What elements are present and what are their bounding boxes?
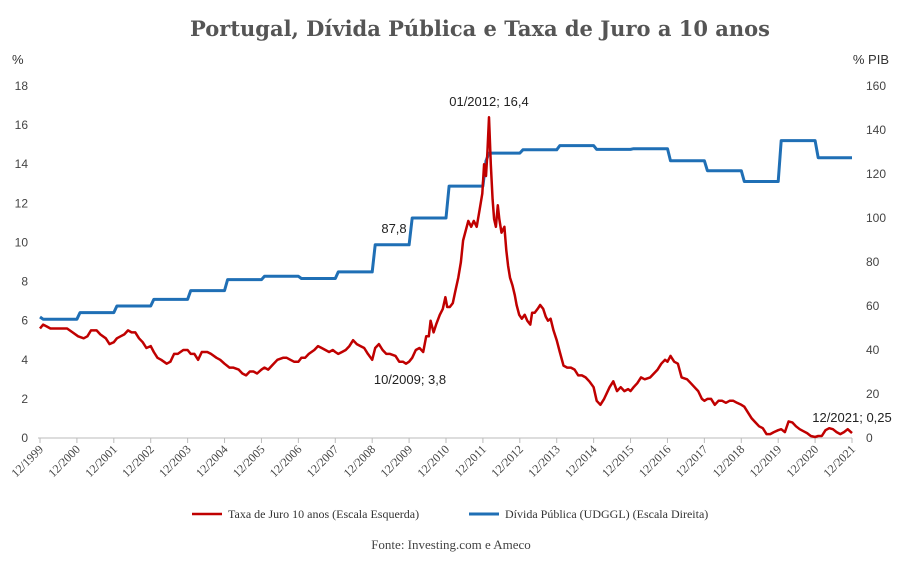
x-tick-label: 12/2008 bbox=[341, 442, 379, 480]
annotation-peak-rate: 01/2012; 16,4 bbox=[449, 94, 529, 109]
annotation-rate-2021: 12/2021; 0,25 bbox=[812, 410, 892, 425]
x-tick-label: 12/2009 bbox=[377, 442, 415, 480]
annotation-debt-2009: 87,8 bbox=[381, 221, 406, 236]
y-left-tick-label: 14 bbox=[15, 157, 29, 171]
x-tick-label: 12/1999 bbox=[8, 442, 46, 480]
x-tick-label: 12/2011 bbox=[452, 442, 489, 479]
x-tick-label: 12/2020 bbox=[783, 442, 821, 480]
right-axis-unit: % PIB bbox=[853, 52, 889, 67]
y-right-tick-label: 140 bbox=[866, 123, 886, 137]
y-right-tick-label: 100 bbox=[866, 211, 886, 225]
y-left-tick-label: 16 bbox=[15, 118, 29, 132]
y-right-tick-label: 60 bbox=[866, 299, 880, 313]
x-tick-label: 12/2006 bbox=[267, 442, 305, 480]
x-tick-label: 12/2021 bbox=[820, 442, 858, 480]
chart-title: Portugal, Dívida Pública e Taxa de Juro … bbox=[190, 16, 770, 41]
x-axis-ticks: 12/1999 12/2000 12/2001 12/2002 12/2003 12/20… bbox=[8, 438, 858, 480]
x-tick-label: 12/2007 bbox=[304, 442, 342, 480]
source-note: Fonte: Investing.com e Ameco bbox=[371, 537, 531, 552]
y-right-tick-label: 20 bbox=[866, 387, 880, 401]
x-tick-label: 12/2001 bbox=[82, 442, 120, 480]
series-line-debt bbox=[39, 139, 852, 321]
x-tick-label: 12/2012 bbox=[488, 442, 526, 480]
y-left-tick-label: 8 bbox=[21, 275, 28, 289]
series-line-interest-rate bbox=[39, 116, 853, 439]
x-tick-label: 12/2014 bbox=[562, 442, 600, 480]
y-left-tick-label: 6 bbox=[21, 314, 28, 328]
y-left-tick-label: 18 bbox=[15, 79, 29, 93]
x-tick-label: 12/2004 bbox=[193, 442, 231, 480]
annotation-rate-2009: 10/2009; 3,8 bbox=[374, 372, 446, 387]
right-axis-ticks: 0 20 40 60 80 100 120 140 160 bbox=[866, 79, 886, 445]
y-left-tick-label: 4 bbox=[21, 353, 28, 367]
legend-label-debt: Dívida Pública (UDGGL) (Escala Direita) bbox=[505, 507, 708, 521]
x-tick-label: 12/2016 bbox=[636, 442, 674, 480]
x-tick-label: 12/2003 bbox=[156, 442, 194, 480]
x-tick-label: 12/2017 bbox=[673, 442, 711, 480]
x-tick-label: 12/2005 bbox=[230, 442, 268, 480]
y-right-tick-label: 80 bbox=[866, 255, 880, 269]
x-tick-label: 12/2013 bbox=[525, 442, 563, 480]
x-tick-label: 12/2015 bbox=[599, 442, 637, 480]
legend-label-interest-rate: Taxa de Juro 10 anos (Escala Esquerda) bbox=[228, 507, 419, 521]
x-tick-label: 12/2002 bbox=[119, 442, 157, 480]
y-left-tick-label: 12 bbox=[15, 196, 29, 210]
y-right-tick-label: 40 bbox=[866, 343, 880, 357]
x-tick-label: 12/2019 bbox=[747, 442, 785, 480]
y-right-tick-label: 160 bbox=[866, 79, 886, 93]
y-right-tick-label: 0 bbox=[866, 431, 873, 445]
x-tick-label: 12/2010 bbox=[414, 442, 452, 480]
legend: Taxa de Juro 10 anos (Escala Esquerda) D… bbox=[192, 507, 708, 521]
left-axis-ticks: 0 2 4 6 8 10 12 14 16 18 bbox=[15, 79, 29, 445]
x-tick-label: 12/2000 bbox=[45, 442, 83, 480]
x-tick-label: 12/2018 bbox=[710, 442, 748, 480]
y-right-tick-label: 120 bbox=[866, 167, 886, 181]
y-left-tick-label: 2 bbox=[21, 392, 28, 406]
y-left-tick-label: 0 bbox=[21, 431, 28, 445]
left-axis-unit: % bbox=[12, 52, 24, 67]
y-left-tick-label: 10 bbox=[15, 235, 29, 249]
